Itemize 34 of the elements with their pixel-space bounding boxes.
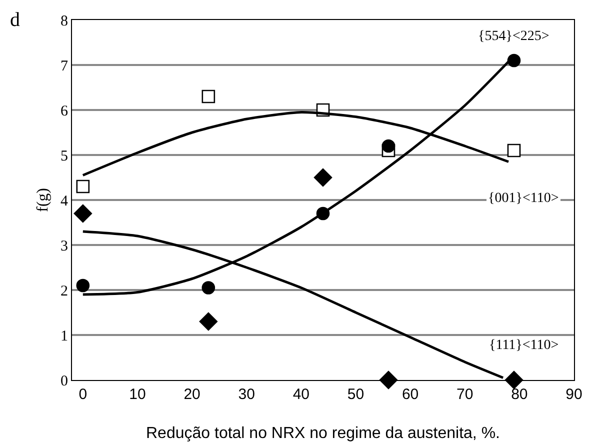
- point: [507, 144, 521, 158]
- annotation: {554}<225>: [478, 29, 550, 44]
- x-tick-label: 80: [511, 386, 528, 403]
- text: d: [10, 9, 20, 31]
- x-axis-title: Redução total no NRX no regime da austenita, %.: [146, 425, 500, 442]
- annotation: {111}<110>: [489, 338, 559, 353]
- point: [199, 312, 218, 331]
- x-tick-label: 70: [456, 386, 474, 403]
- x-tick-label: 50: [347, 386, 364, 403]
- x-tick-label: 60: [402, 386, 419, 403]
- point: [76, 180, 90, 194]
- x-tick-label: 20: [184, 386, 200, 403]
- x-tick-label: 10: [129, 386, 146, 403]
- x-tick-label: 90: [566, 386, 582, 403]
- y-tick-label: 5: [60, 148, 68, 164]
- point: [74, 204, 92, 223]
- y-tick-label: 7: [60, 58, 68, 74]
- point: [202, 281, 216, 294]
- y-tick-label: 1: [60, 328, 68, 344]
- point: [314, 168, 332, 187]
- y-tick-label: 3: [60, 238, 68, 254]
- y-tick-label: 4: [60, 193, 68, 210]
- y-tick-label: 0: [60, 373, 68, 390]
- point: [202, 90, 216, 104]
- y-axis-title: f(g): [34, 188, 52, 212]
- y-tick-label: 8: [60, 13, 68, 30]
- point: [76, 278, 90, 292]
- x-tick-label: 40: [292, 386, 310, 403]
- y-tick-label: 2: [60, 283, 68, 300]
- y-tick-label: 6: [60, 103, 68, 120]
- x-tick-label: 30: [238, 386, 255, 403]
- annotation: {001}<110>: [488, 191, 559, 206]
- x-tick-label: 0: [78, 386, 88, 403]
- point: [382, 139, 396, 153]
